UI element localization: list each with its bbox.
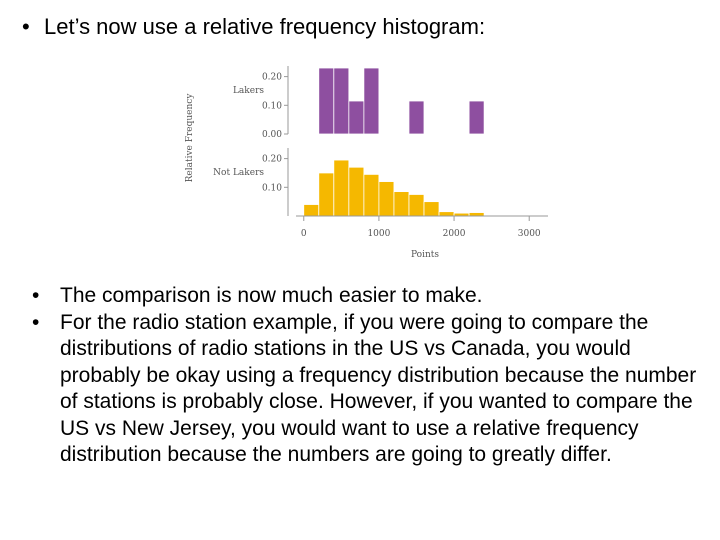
histogram-bar (393, 191, 410, 217)
bullet-text: For the radio station example, if you we… (60, 310, 697, 467)
histogram-bar (363, 67, 380, 135)
bullet-item: • For the radio station example, if you w… (32, 310, 712, 469)
x-tick-label: 3000 (518, 229, 541, 239)
histogram-bar (318, 172, 335, 217)
histogram-bar (348, 100, 365, 135)
x-tick-label: 0 (301, 229, 307, 239)
y-axis-title: Relative Frequency (185, 93, 195, 183)
histogram-bar (468, 100, 485, 135)
bullet-dot: • (32, 310, 40, 334)
panel-label: Lakers (233, 86, 264, 96)
bullet-text: The comparison is now much easier to mak… (60, 284, 483, 307)
relative-frequency-histogram: 0.20 0.10 0.00 Lakers 0.20 0.10 Not Lakers 0 100… (185, 66, 548, 260)
heading-text: Let’s now use a relative frequency histo… (44, 14, 486, 39)
y-tick-label: 0.10 (262, 101, 282, 111)
x-axis-title: Points (411, 250, 439, 260)
histogram-bar (468, 212, 485, 217)
histogram-bar (363, 173, 380, 217)
y-tick-label: 0.20 (262, 73, 282, 83)
histogram-bar (408, 194, 425, 217)
slide-heading: • Let’s now use a relative frequency hist… (22, 14, 485, 40)
histogram-bar (318, 67, 335, 135)
bullet-dot: • (32, 284, 40, 307)
histogram-bar (378, 181, 395, 217)
y-tick-label: 0.10 (262, 183, 282, 193)
bullet-list: • The comparison is now much easier to ma… (32, 283, 712, 469)
histogram-bar (408, 100, 425, 135)
y-tick-label: 0.00 (262, 130, 282, 140)
histogram-bar (423, 201, 440, 217)
x-tick-label: 2000 (443, 229, 466, 239)
panel-label: Not Lakers (213, 168, 264, 178)
histogram-bar (333, 159, 350, 217)
heading-bullet: • (22, 14, 30, 39)
x-tick-label: 1000 (367, 229, 390, 239)
bullet-item: • The comparison is now much easier to ma… (32, 283, 712, 310)
histogram-bar (438, 211, 455, 217)
histogram-bar (303, 204, 320, 217)
y-tick-label: 0.20 (262, 155, 282, 165)
histogram-bar (333, 67, 350, 135)
histogram-bar (348, 166, 365, 217)
